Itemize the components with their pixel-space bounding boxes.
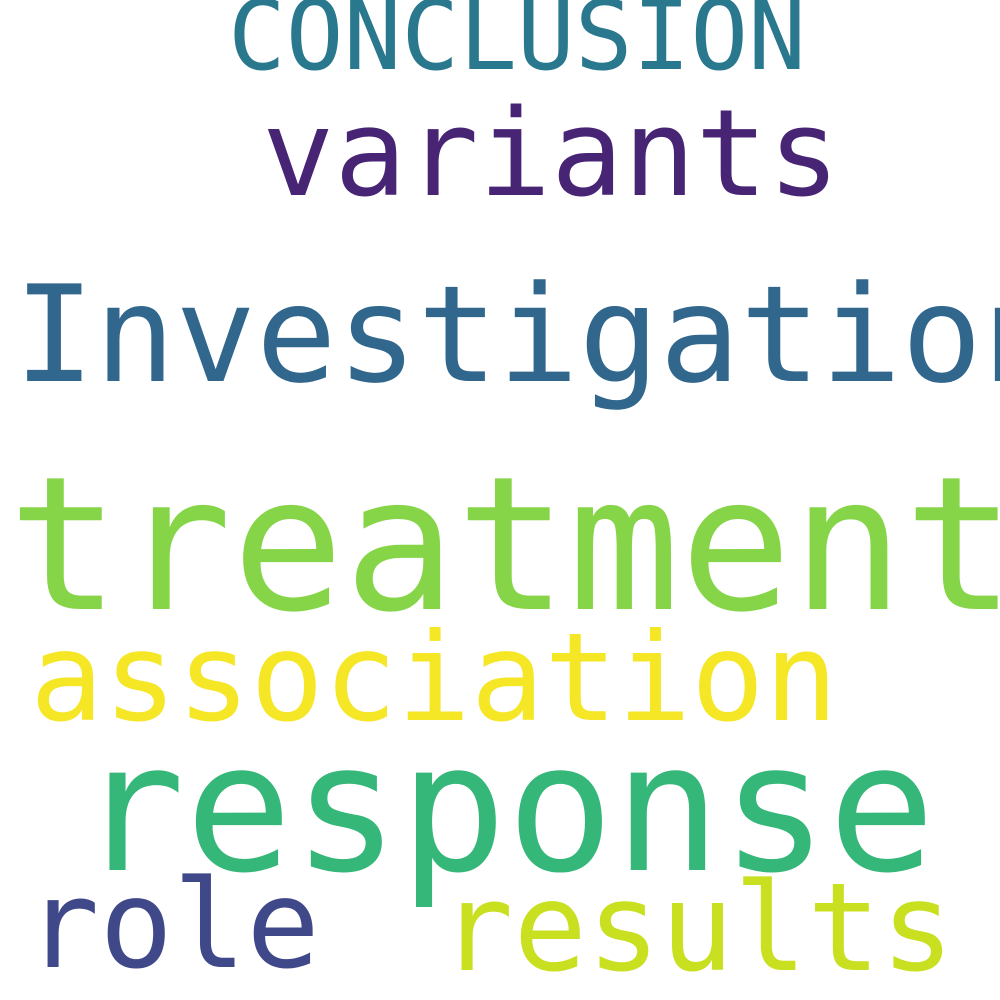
word-association: association [30, 607, 838, 749]
word-variants: variants [262, 85, 840, 224]
word-role: role [26, 854, 320, 996]
word-results: results [440, 857, 955, 999]
word-conclusion: CONCLUSION [228, 0, 806, 92]
word-treatment: treatment [8, 436, 1000, 653]
word-investigation: Investigation [14, 257, 1000, 413]
word-response: response [78, 705, 936, 912]
